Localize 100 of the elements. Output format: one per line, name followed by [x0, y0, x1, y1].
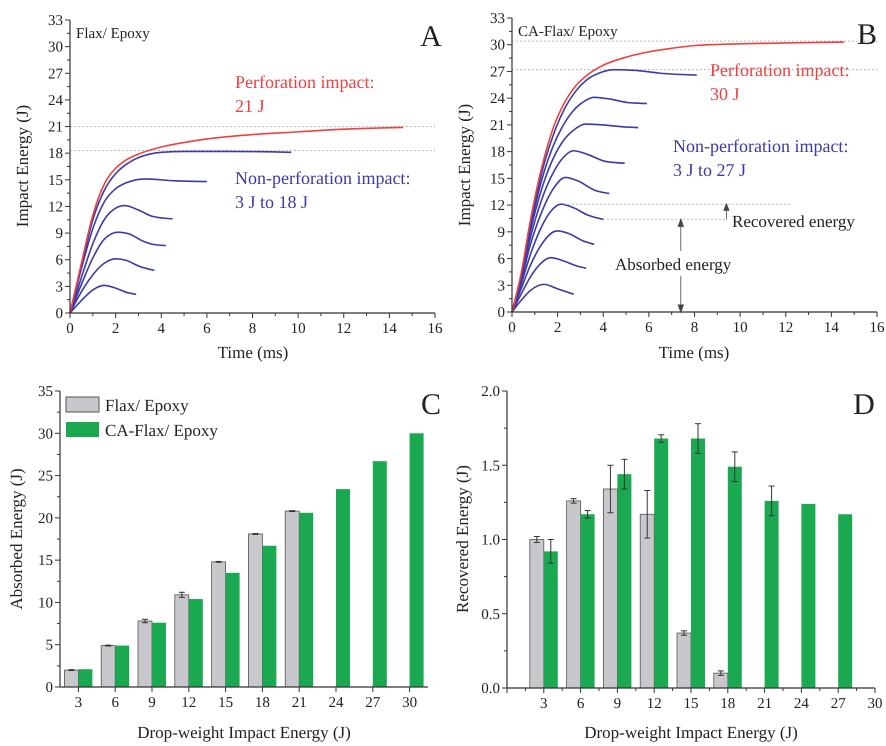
x-tick-label: 4	[158, 321, 166, 337]
x-axis-title: Drop-weight Impact Energy (J)	[137, 723, 351, 742]
y-tick-label: 24	[490, 91, 506, 108]
x-tick-label: 12	[181, 695, 196, 711]
annotation: B	[856, 18, 878, 51]
y-tick-label: 0	[498, 305, 505, 321]
x-tick-label: 12	[778, 320, 794, 336]
y-axis-title: Impact Energy (J)	[13, 104, 32, 228]
x-tick-label: 14	[382, 321, 398, 337]
annotation: A	[420, 20, 442, 53]
x-tick-label: 10	[732, 320, 748, 336]
y-tick-label: 21	[48, 120, 63, 136]
x-tick-label: 8	[690, 320, 698, 336]
x-tick-label: 16	[428, 321, 443, 337]
x-tick-label: 12	[336, 321, 352, 337]
x-tick-label: 27	[830, 696, 846, 712]
x-tick-label: 6	[645, 320, 654, 336]
y-tick-label: 1.0	[481, 532, 500, 548]
x-tick-label: 12	[646, 696, 662, 712]
y-axis-title: Impact Energy (J)	[455, 104, 474, 226]
annotation: D	[853, 388, 875, 421]
y-tick-label: 1.5	[481, 458, 500, 474]
x-tick-label: 24	[794, 696, 810, 712]
x-tick-label: 2	[554, 320, 562, 336]
y-tick-label: 30	[48, 40, 63, 56]
y-tick-label: 3	[498, 278, 505, 294]
x-tick-label: 18	[254, 695, 270, 711]
x-tick-label: 2	[112, 321, 120, 337]
annotation: Non-perforation impact:	[235, 168, 410, 188]
y-tick-label: 9	[56, 226, 63, 242]
y-tick-label: 0	[46, 680, 53, 696]
y-tick-label: 27	[490, 64, 506, 80]
y-tick-label: 3	[56, 279, 63, 296]
y-tick-label: 27	[48, 66, 64, 82]
y-tick-label: 24	[48, 92, 64, 109]
y-tick-label: 6	[56, 252, 64, 269]
y-tick-label: 12	[490, 198, 505, 214]
x-tick-label: 0	[66, 321, 74, 337]
y-tick-label: 15	[48, 172, 63, 189]
annotation: C	[420, 388, 442, 421]
x-tick-label: 18	[720, 696, 736, 712]
x-tick-label: 6	[203, 321, 212, 337]
x-tick-label: 4	[600, 320, 608, 336]
annotation: Perforation impact:	[235, 72, 374, 92]
y-tick-label: 35	[38, 384, 53, 400]
y-tick-label: 21	[490, 118, 505, 134]
y-tick-label: 12	[48, 199, 63, 216]
y-axis-title: Absorbed Energy (J)	[7, 468, 26, 610]
annotation: Absorbed energy	[615, 255, 732, 274]
x-tick-label: 15	[218, 695, 234, 711]
x-tick-label: 30	[402, 695, 418, 711]
y-tick-label: 0.0	[481, 681, 500, 697]
y-tick-label: 2.0	[481, 384, 500, 400]
y-tick-label: 9	[498, 224, 505, 241]
annotation: 30 J	[710, 84, 740, 104]
y-tick-label: 33	[48, 13, 63, 29]
x-tick-label: 14	[824, 320, 840, 336]
x-tick-label: 30	[868, 696, 882, 712]
chart-title: CA-Flax/ Epoxy	[518, 24, 618, 40]
y-axis-title: Recovered Energy (J)	[453, 465, 472, 613]
y-tick-label: 30	[38, 426, 53, 442]
annotation: 3 J to 18 J	[235, 192, 308, 212]
x-tick-label: 21	[757, 696, 772, 712]
x-tick-label: 16	[870, 320, 885, 336]
x-tick-label: 9	[148, 695, 156, 711]
y-tick-label: 18	[48, 146, 63, 162]
legend-label: CA-Flax/ Epoxy	[105, 421, 218, 440]
chart-title: Flax/ Epoxy	[76, 26, 150, 42]
x-tick-label: 3	[540, 696, 548, 712]
x-axis-title: Time (ms)	[658, 343, 730, 362]
x-tick-label: 0	[508, 320, 516, 336]
y-tick-label: 18	[490, 144, 505, 161]
x-tick-label: 27	[365, 695, 381, 711]
y-tick-label: 30	[490, 38, 505, 54]
annotation: Perforation impact:	[710, 60, 850, 80]
y-tick-label: 0.5	[481, 606, 500, 623]
x-axis-title: Drop-weight Impact Energy (J)	[584, 723, 798, 742]
x-tick-label: 9	[614, 696, 622, 712]
x-tick-label: 15	[684, 696, 698, 712]
x-axis-title: Time (ms)	[218, 343, 288, 362]
x-tick-label: 21	[292, 695, 307, 711]
legend-label: Flax/ Epoxy	[105, 396, 190, 415]
y-tick-label: 15	[38, 553, 53, 570]
x-tick-label: 8	[248, 321, 256, 337]
y-tick-label: 6	[498, 252, 506, 268]
x-tick-label: 6	[576, 696, 585, 712]
x-tick-label: 3	[74, 695, 82, 711]
y-tick-label: 25	[38, 468, 53, 485]
annotation: Non-perforation impact:	[673, 136, 848, 156]
y-tick-label: 10	[38, 595, 53, 612]
x-tick-label: 24	[328, 695, 344, 711]
x-tick-label: 10	[290, 321, 306, 337]
annotation: Recovered energy	[732, 212, 856, 231]
y-tick-label: 33	[490, 11, 505, 27]
y-tick-label: 5	[46, 638, 53, 654]
annotation: 3 J to 27 J	[673, 160, 746, 180]
annotation: 21 J	[235, 96, 265, 116]
y-tick-label: 0	[56, 306, 63, 322]
x-tick-label: 6	[111, 695, 120, 711]
y-tick-label: 15	[490, 171, 505, 188]
